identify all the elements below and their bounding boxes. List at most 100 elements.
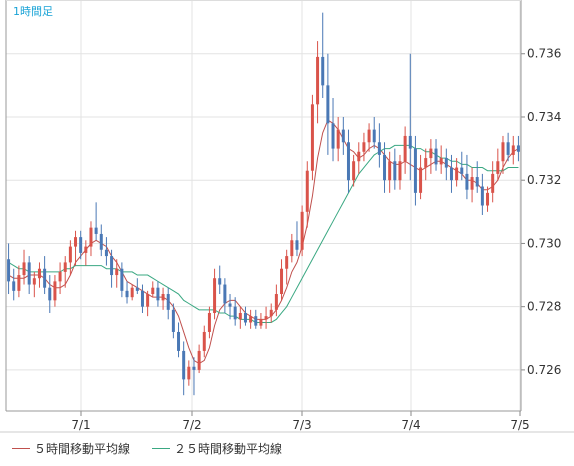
candle-body (7, 259, 11, 282)
candle (444, 148, 448, 181)
candle-body (372, 129, 376, 143)
candle (434, 139, 438, 171)
y-tick-label: 0.730 (527, 236, 561, 250)
candle-body (146, 294, 150, 307)
candle-body (383, 154, 387, 181)
candle (331, 98, 335, 162)
candle (140, 284, 144, 313)
candle (449, 154, 453, 193)
legend-label-ma25: ２５時間移動平均線 (174, 441, 283, 456)
candle (135, 278, 139, 295)
candle-body (326, 85, 330, 124)
candle-body (506, 142, 510, 155)
candle-body (388, 161, 392, 181)
candle-body (496, 161, 500, 174)
candle (506, 132, 510, 162)
candle-body (249, 316, 253, 323)
candle-body (269, 309, 273, 317)
candle (393, 148, 397, 190)
candle-body (346, 142, 350, 181)
candle-body (207, 312, 211, 332)
candle-body (393, 161, 397, 181)
x-tick-label: 7/2 (182, 418, 201, 432)
candle-body (316, 56, 320, 105)
candle-body (233, 306, 237, 320)
legend: ５時間移動平均線 ２５時間移動平均線 (12, 438, 304, 458)
candle (177, 322, 181, 358)
candle (455, 158, 459, 187)
candle (295, 221, 299, 257)
candle-body (140, 290, 144, 307)
chart-title: 1時間足 (13, 5, 53, 18)
candle (352, 154, 356, 187)
candle-body (213, 278, 217, 313)
candle (316, 41, 320, 124)
candle (94, 202, 98, 241)
candle (7, 243, 11, 295)
candle (115, 259, 119, 288)
candle-body (310, 104, 314, 171)
legend-swatch-ma5 (12, 447, 30, 449)
candle-body (264, 316, 268, 320)
candle (475, 161, 479, 193)
candle-body (419, 167, 423, 193)
candle (63, 256, 67, 288)
candle (511, 135, 515, 165)
legend-label-ma5: ５時間移動平均線 (34, 441, 131, 456)
legend-item-ma5: ５時間移動平均線 (12, 440, 130, 457)
candle (166, 287, 170, 320)
candle-body (228, 303, 232, 307)
candle (37, 262, 41, 288)
candle-body (475, 177, 479, 187)
candle (300, 205, 304, 257)
candle-body (254, 316, 258, 326)
candle (367, 123, 371, 152)
candle (362, 132, 366, 162)
candle-body (43, 268, 47, 288)
candle-body (94, 227, 98, 234)
candle-body (104, 249, 108, 257)
candle (388, 151, 392, 193)
candle (408, 53, 412, 181)
y-tick-label: 0.736 (527, 47, 561, 61)
candle-body (223, 284, 227, 304)
candle (12, 268, 16, 301)
candle-body (120, 268, 124, 291)
candle (465, 154, 469, 200)
candle-body (89, 227, 93, 247)
y-tick-label: 0.726 (527, 363, 561, 377)
candle-body (331, 123, 335, 149)
candle-body (84, 246, 88, 253)
candle (182, 341, 186, 396)
candle-body (27, 262, 31, 285)
candle (151, 281, 155, 298)
candle-body (341, 129, 345, 143)
candle (146, 290, 150, 317)
legend-swatch-ma25 (152, 447, 171, 449)
candle-body (516, 145, 520, 152)
legend-item-ma25: ２５時間移動平均線 (152, 440, 282, 457)
candle (202, 325, 206, 358)
moving-averages (8, 119, 519, 365)
candle-body (171, 309, 175, 332)
candle-body (110, 256, 114, 276)
candle-body (352, 161, 356, 181)
candle-body (63, 262, 67, 272)
candle (439, 145, 443, 174)
candle-body (305, 170, 309, 212)
candle-body (22, 262, 26, 276)
candle (110, 249, 114, 288)
candle-body (74, 237, 78, 247)
candle-body (300, 211, 304, 250)
candle (58, 262, 62, 295)
candle-body (285, 256, 289, 269)
candle (161, 287, 165, 310)
candle (357, 142, 361, 174)
candle-body (413, 148, 417, 193)
candle (264, 306, 268, 329)
candle-body (259, 319, 263, 326)
candle (68, 240, 72, 276)
axes: 0.726 0.728 0.730 0.732 0.734 0.736 7/1 7/2 7/3 7… (0, 0, 574, 433)
candle-body (182, 350, 186, 380)
